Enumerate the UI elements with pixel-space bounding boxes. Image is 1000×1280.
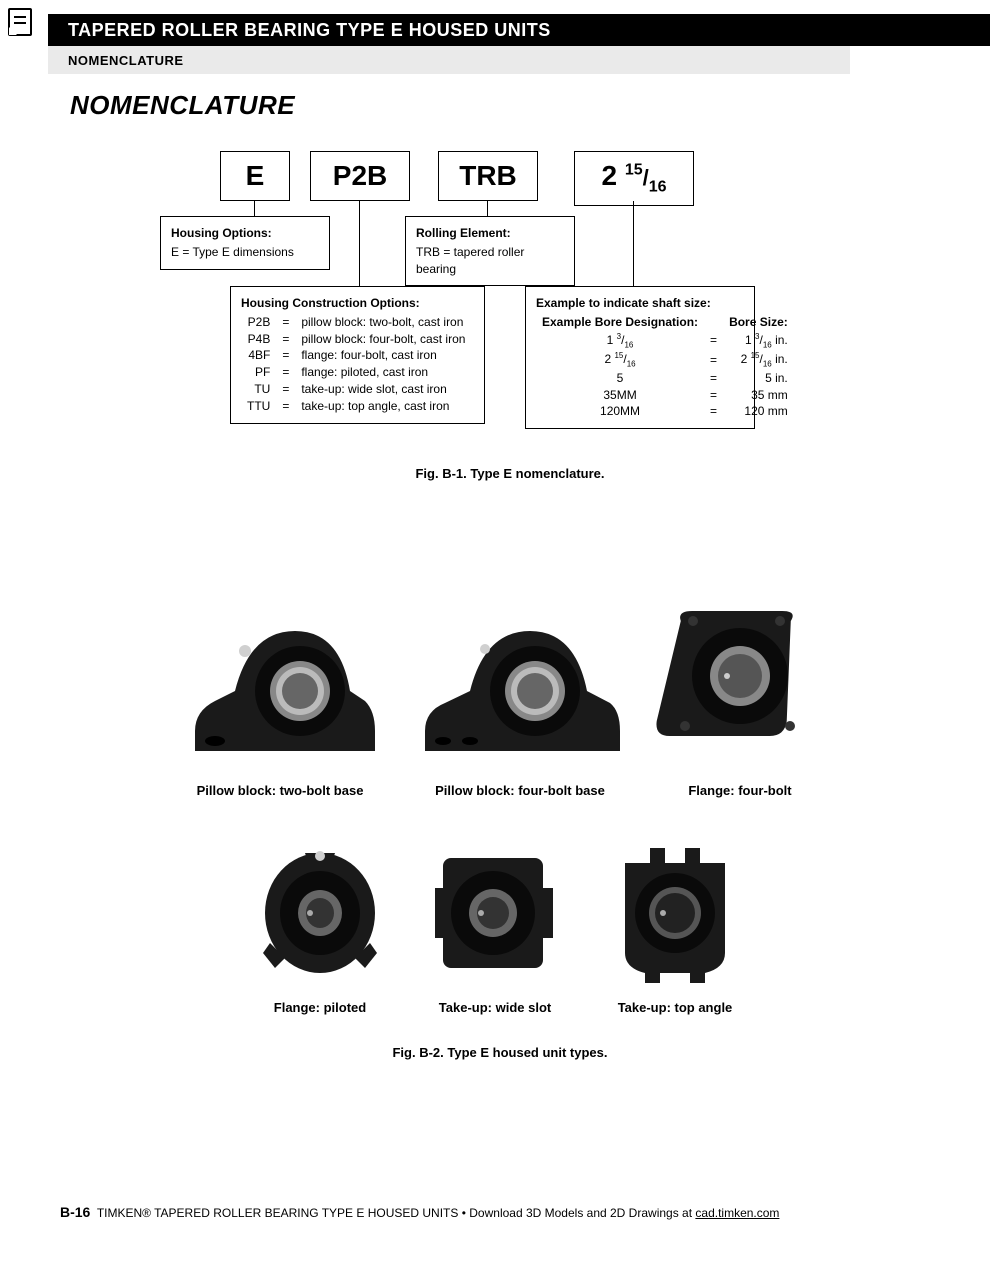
- page-number: B-16: [60, 1204, 90, 1220]
- shaft-size-box: Example to indicate shaft size: Example …: [525, 286, 755, 429]
- page-header-bar: TAPERED ROLLER BEARING TYPE E HOUSED UNI…: [48, 14, 990, 46]
- construction-table: P2B=pillow block: two-bolt, cast ironP4B…: [241, 314, 471, 415]
- page-header-title: TAPERED ROLLER BEARING TYPE E HOUSED UNI…: [68, 20, 551, 41]
- takeup-top-icon: [605, 838, 745, 988]
- product-takeup-top: Take-up: top angle: [605, 838, 745, 1015]
- housing-options-box: Housing Options: E = Type E dimensions: [160, 216, 330, 270]
- page-corner-icon: [8, 8, 32, 36]
- code-box-trb: TRB: [438, 151, 538, 201]
- pillow-4bolt-icon: [415, 591, 625, 771]
- shaft-table: Example Bore Designation: Bore Size: 1 3…: [536, 314, 794, 420]
- flange-4bolt-icon: [655, 591, 825, 771]
- footer-text: TIMKEN® TAPERED ROLLER BEARING TYPE E HO…: [97, 1206, 696, 1220]
- products-row-1: Pillow block: two-bolt base Pillow block…: [70, 591, 930, 798]
- products-row-2: Flange: piloted Take-up: wide slot: [70, 838, 930, 1015]
- flange-piloted-icon: [255, 838, 385, 988]
- housing-construction-box: Housing Construction Options: P2B=pillow…: [230, 286, 485, 424]
- rolling-element-box: Rolling Element: TRB = tapered roller be…: [405, 216, 575, 286]
- figure-1-caption: Fig. B-1. Type E nomenclature.: [160, 466, 860, 481]
- product-flange-4bolt: Flange: four-bolt: [655, 591, 825, 798]
- figure-2-caption: Fig. B-2. Type E housed unit types.: [70, 1045, 930, 1060]
- product-pillow-4bolt: Pillow block: four-bolt base: [415, 591, 625, 798]
- footer-link[interactable]: cad.timken.com: [695, 1206, 779, 1220]
- takeup-wide-icon: [425, 838, 565, 988]
- code-box-p2b: P2B: [310, 151, 410, 201]
- product-flange-piloted: Flange: piloted: [255, 838, 385, 1015]
- product-takeup-wide: Take-up: wide slot: [425, 838, 565, 1015]
- pillow-2bolt-icon: [175, 591, 385, 771]
- nomenclature-diagram: E P2B TRB 2 15/16 Housing Options: E = T…: [160, 151, 860, 531]
- product-pillow-2bolt: Pillow block: two-bolt base: [175, 591, 385, 798]
- code-box-size: 2 15/16: [574, 151, 694, 206]
- page-footer: B-16 TIMKEN® TAPERED ROLLER BEARING TYPE…: [60, 1204, 940, 1220]
- page-subheader-title: NOMENCLATURE: [68, 53, 184, 68]
- page-content: NOMENCLATURE E P2B TRB 2 15/16 Housing O…: [70, 90, 930, 1060]
- page-subheader-bar: NOMENCLATURE: [48, 46, 850, 74]
- code-box-e: E: [220, 151, 290, 201]
- section-title: NOMENCLATURE: [70, 90, 930, 121]
